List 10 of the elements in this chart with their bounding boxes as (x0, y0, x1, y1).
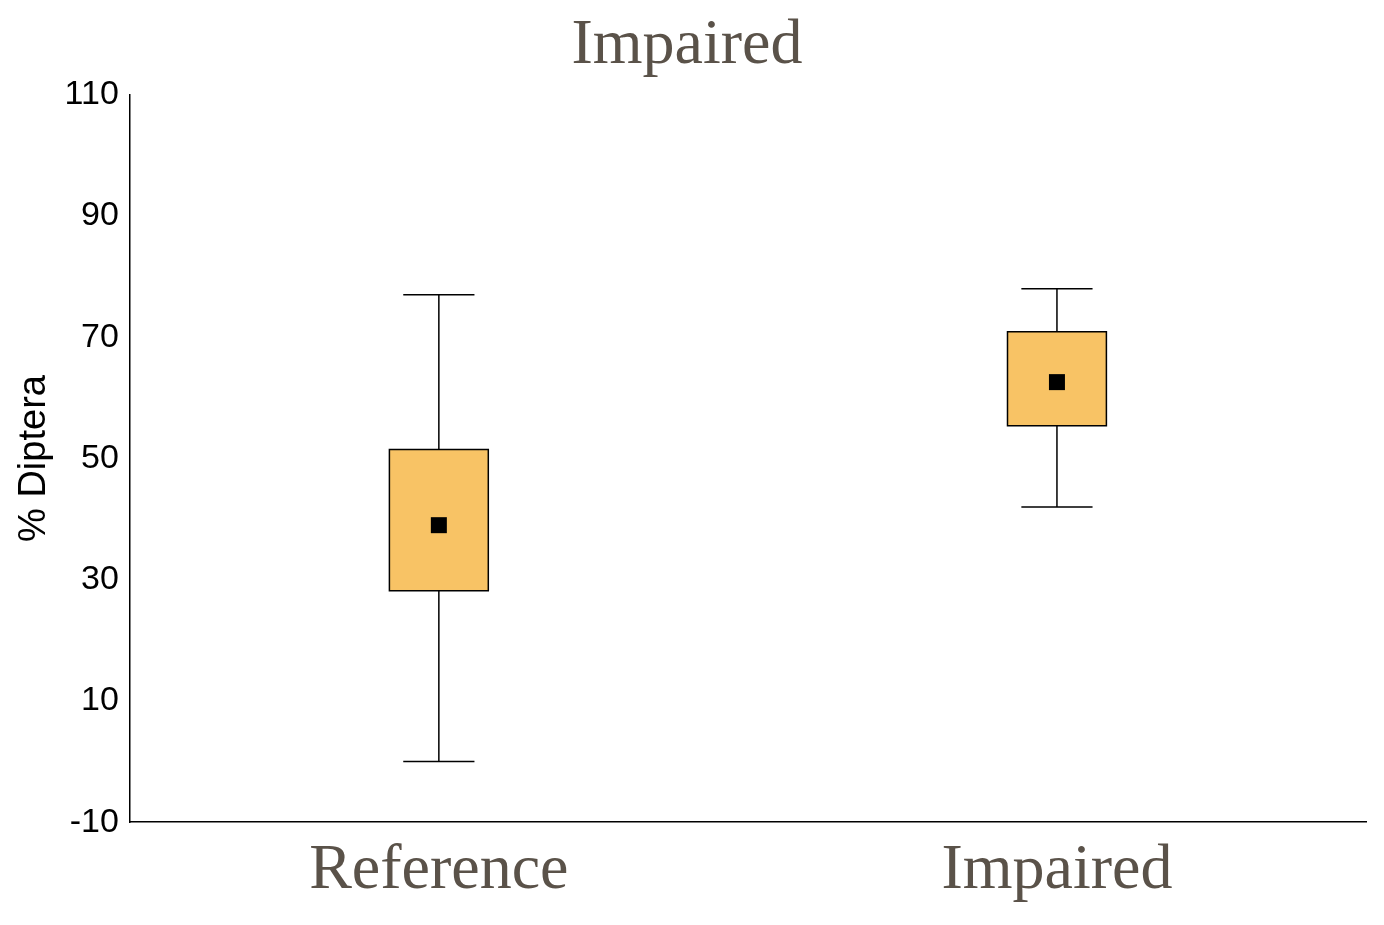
x-tick-label: Reference (309, 831, 569, 903)
y-tick-label: 110 (64, 73, 119, 112)
y-axis-title: % Diptera (11, 374, 54, 542)
y-tick-label: 70 (80, 315, 119, 354)
y-tick-label: 10 (80, 679, 119, 718)
y-tick-label: 90 (80, 194, 119, 233)
y-tick-label: 30 (80, 558, 119, 597)
chart-title: Impaired (571, 6, 803, 78)
y-tick-label: -10 (69, 800, 119, 839)
y-tick-label: 50 (80, 436, 119, 475)
